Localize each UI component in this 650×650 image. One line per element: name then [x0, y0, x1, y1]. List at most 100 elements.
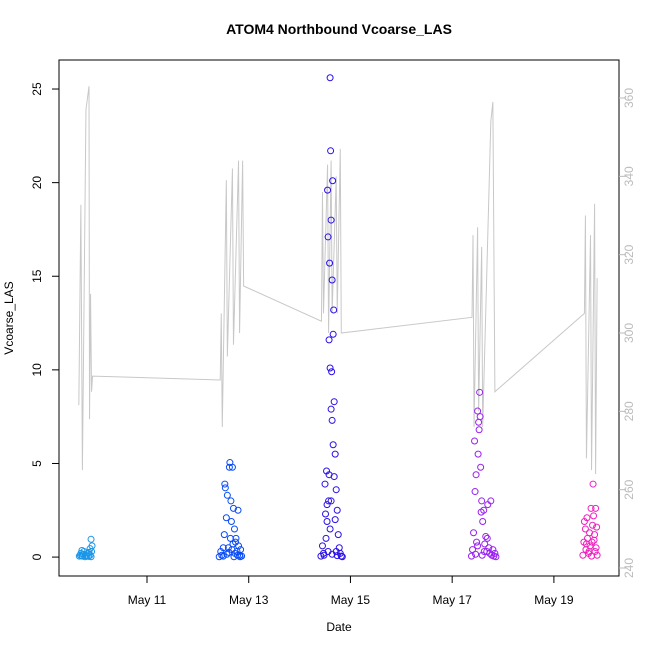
point: [223, 491, 231, 499]
point: [326, 525, 334, 533]
x-tick-label: May 19: [534, 593, 574, 607]
point: [593, 523, 601, 531]
point: [224, 544, 232, 552]
point: [472, 550, 480, 558]
y-axis-label: Vcoarse_LAS: [2, 281, 16, 354]
point: [227, 497, 235, 505]
point: [236, 553, 244, 561]
point: [491, 549, 499, 557]
y-tick-label: 25: [30, 82, 44, 96]
y2-tick-label: 280: [622, 401, 636, 421]
point: [474, 450, 482, 458]
point: [475, 426, 483, 434]
point: [333, 506, 341, 514]
point: [331, 516, 339, 524]
point: [327, 405, 335, 413]
point: [220, 531, 228, 539]
point: [324, 233, 332, 241]
point: [325, 471, 333, 479]
point: [78, 552, 86, 560]
point: [583, 514, 591, 522]
point: [474, 407, 482, 415]
point: [87, 535, 95, 543]
point: [592, 504, 600, 512]
point: [331, 450, 339, 458]
point: [325, 336, 333, 344]
point: [229, 540, 237, 548]
point: [330, 398, 338, 406]
point: [590, 512, 598, 520]
point: [327, 147, 335, 155]
point: [327, 497, 335, 505]
point: [472, 471, 480, 479]
chart-title: ATOM4 Northbound Vcoarse_LAS: [226, 21, 452, 37]
point: [88, 547, 96, 555]
point: [324, 186, 332, 194]
point: [332, 486, 340, 494]
point: [325, 497, 333, 505]
point: [591, 531, 599, 539]
point: [334, 531, 342, 539]
point: [476, 388, 484, 396]
plot-frame: [58, 59, 620, 577]
point: [338, 553, 346, 561]
x-tick-label: May 13: [229, 593, 269, 607]
point: [318, 542, 326, 550]
point: [231, 549, 239, 557]
point: [589, 480, 597, 488]
point: [322, 534, 330, 542]
point: [221, 480, 229, 488]
y-tick-label: 5: [30, 460, 44, 467]
point: [467, 552, 475, 560]
x-tick-label: May 11: [128, 593, 167, 607]
y2-tick-label: 240: [622, 558, 636, 578]
point: [329, 441, 337, 449]
point: [327, 216, 335, 224]
point: [326, 364, 334, 372]
point: [222, 514, 230, 522]
point: [329, 177, 337, 185]
y2-tick-label: 260: [622, 479, 636, 499]
y2-tick-label: 300: [622, 323, 636, 343]
point: [221, 484, 229, 492]
y-tick-label: 10: [30, 363, 44, 377]
point: [332, 547, 340, 555]
point: [592, 544, 600, 552]
point: [479, 518, 487, 526]
y-tick-label: 20: [30, 176, 44, 190]
point: [87, 553, 95, 561]
point: [230, 525, 238, 533]
point: [227, 518, 235, 526]
point: [219, 544, 227, 552]
point: [219, 552, 227, 560]
x-axis-label: Date: [326, 620, 352, 634]
point: [478, 497, 486, 505]
point: [476, 413, 484, 421]
point: [320, 551, 328, 559]
point: [473, 538, 481, 546]
point: [483, 534, 491, 542]
point: [321, 480, 329, 488]
point: [323, 518, 331, 526]
point: [328, 416, 336, 424]
x-tick-label: May 17: [432, 593, 472, 607]
point: [326, 259, 334, 267]
point: [228, 463, 236, 471]
y-tick-label: 15: [30, 269, 44, 283]
point: [218, 551, 226, 559]
point: [480, 547, 488, 555]
point: [487, 497, 495, 505]
point: [492, 553, 500, 561]
point: [322, 510, 330, 518]
y2-tick-label: 340: [622, 166, 636, 186]
point: [328, 276, 336, 284]
line-series: [78, 86, 598, 475]
y-tick-label: 0: [30, 553, 44, 560]
point: [470, 529, 478, 537]
point: [328, 368, 336, 376]
point: [489, 546, 497, 554]
point: [474, 542, 482, 550]
point: [471, 437, 479, 445]
point: [86, 551, 94, 559]
